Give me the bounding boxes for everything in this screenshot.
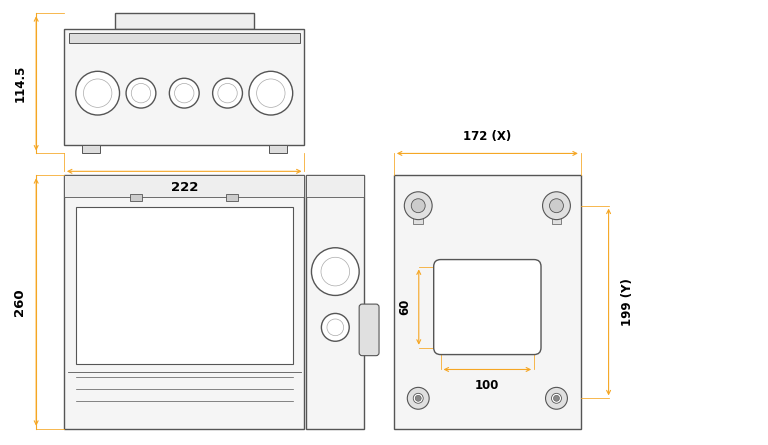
Circle shape: [249, 71, 293, 115]
Circle shape: [76, 71, 120, 115]
Circle shape: [551, 393, 561, 403]
Text: 199 (Y): 199 (Y): [621, 278, 634, 326]
Bar: [131, 194, 142, 201]
Circle shape: [545, 387, 568, 409]
Text: 60: 60: [398, 299, 411, 315]
Circle shape: [404, 192, 432, 220]
Bar: [114, 13, 254, 29]
Bar: [394, 175, 581, 429]
Text: 100: 100: [475, 380, 499, 392]
Circle shape: [542, 192, 571, 220]
Circle shape: [554, 395, 559, 401]
Circle shape: [415, 395, 421, 401]
Text: 172 (X): 172 (X): [463, 130, 511, 143]
Bar: [76, 207, 293, 364]
Text: 114.5: 114.5: [13, 65, 26, 102]
Bar: [413, 206, 423, 223]
FancyBboxPatch shape: [434, 259, 541, 355]
Bar: [227, 194, 238, 201]
Bar: [306, 175, 364, 197]
Circle shape: [312, 248, 359, 295]
Text: 260: 260: [13, 288, 26, 316]
Bar: [64, 29, 304, 146]
Bar: [551, 206, 561, 223]
Bar: [69, 33, 300, 43]
Circle shape: [321, 313, 349, 341]
Bar: [64, 175, 304, 197]
Bar: [82, 146, 100, 154]
Circle shape: [213, 78, 243, 108]
FancyBboxPatch shape: [359, 304, 379, 356]
Bar: [64, 175, 304, 429]
Bar: [306, 175, 364, 429]
Circle shape: [170, 78, 199, 108]
Text: 222: 222: [170, 181, 198, 194]
Circle shape: [407, 387, 429, 409]
Circle shape: [413, 393, 423, 403]
Circle shape: [412, 199, 425, 213]
Circle shape: [550, 199, 564, 213]
Circle shape: [126, 78, 156, 108]
Bar: [269, 146, 286, 154]
